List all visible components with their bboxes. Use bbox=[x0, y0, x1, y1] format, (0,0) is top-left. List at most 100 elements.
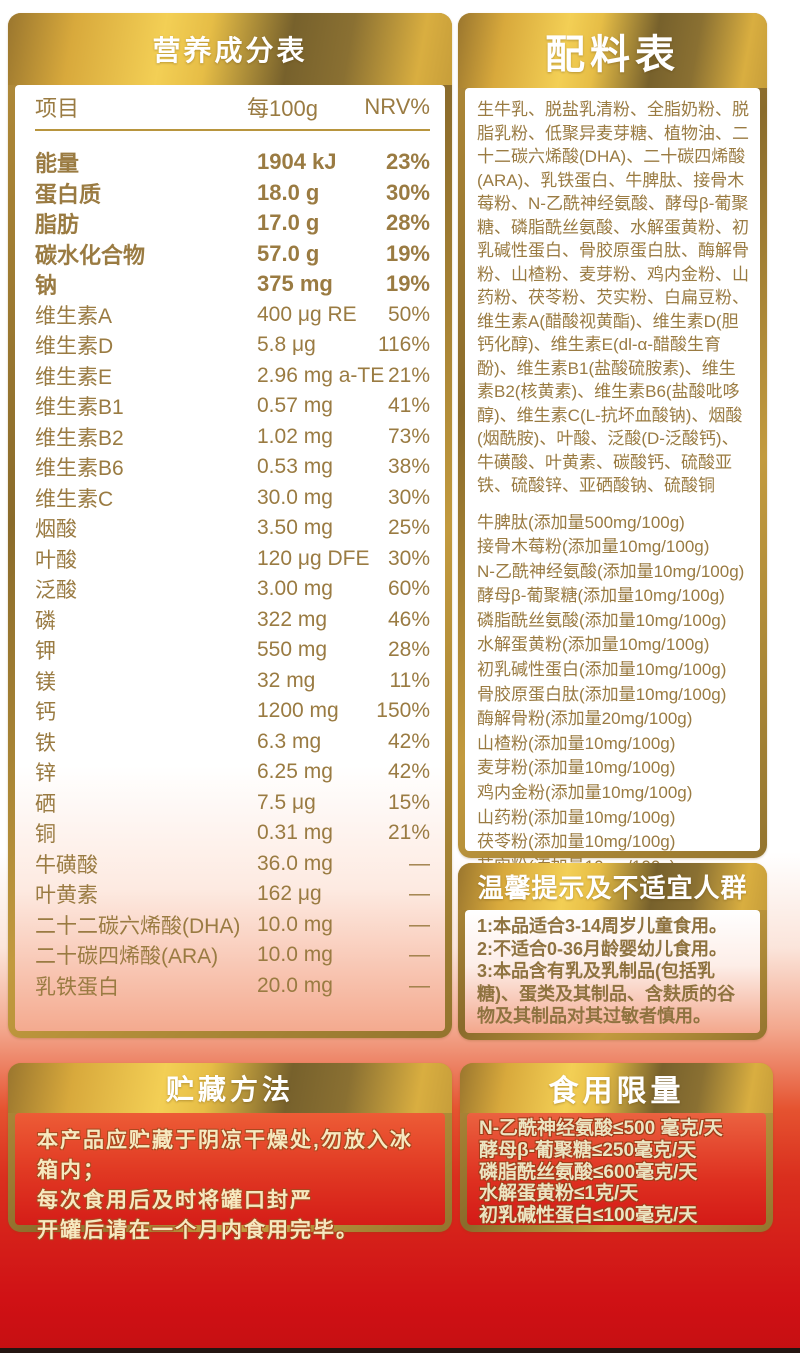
nutrient-amount: 162 μg bbox=[257, 882, 322, 906]
additive-item: 磷脂酰丝氨酸(添加量10mg/100g) bbox=[477, 610, 727, 630]
nutrient-nrv: — bbox=[409, 912, 430, 936]
nutrient-name: 碳水化合物 bbox=[35, 242, 146, 268]
nutrient-name: 铁 bbox=[35, 731, 56, 755]
nutrient-amount: 0.31 mg bbox=[257, 821, 333, 845]
storage-method-panel: 贮藏方法 本产品应贮藏于阴凉干燥处,勿放入冰箱内； 每次食用后及时将罐口封严 开罐后… bbox=[8, 1063, 452, 1242]
additive-item: 接骨木莓粉(添加量10mg/100g) bbox=[477, 537, 710, 557]
storage-line: 每次食用后及时将罐口封严 bbox=[37, 1189, 313, 1212]
nutrient-name: 乳铁蛋白 bbox=[35, 975, 119, 999]
nutrient-name: 维生素C bbox=[35, 487, 114, 511]
nutrient-name: 钙 bbox=[35, 701, 56, 725]
nutrient-name: 叶酸 bbox=[35, 548, 77, 572]
nutrient-name: 二十二碳六烯酸(DHA) bbox=[35, 914, 241, 938]
nutrition-row: 钾 550 mg 28% bbox=[35, 635, 430, 666]
nutrition-row: 脂肪 17.0 g 28% bbox=[35, 208, 430, 239]
ingredients-title: 配料表 bbox=[458, 13, 767, 88]
nutrient-name: 维生素D bbox=[35, 335, 114, 359]
nutrition-row: 维生素B6 0.53 mg 38% bbox=[35, 452, 430, 483]
nutrient-amount: 322 mg bbox=[257, 607, 328, 631]
nutrient-amount: 30.0 mg bbox=[257, 485, 333, 509]
nutrient-amount: 375 mg bbox=[257, 271, 333, 297]
nutrition-rows: 能量 1904 kJ 23% 蛋白质 18.0 g 30% 脂肪 17.0 g 28% 碳水化合物… bbox=[35, 131, 430, 1001]
nutrient-amount: 36.0 mg bbox=[257, 851, 333, 875]
limit-line: 磷脂酰丝氨酸≤600毫克/天 bbox=[479, 1161, 698, 1183]
nutrient-nrv: 25% bbox=[387, 516, 430, 540]
nutrition-row: 泛酸 3.00 mg 60% bbox=[35, 574, 430, 605]
nutrient-nrv: — bbox=[409, 943, 430, 967]
consumption-limits-panel: 食用限量 N-乙酰神经氨酸≤500 毫克/天 酵母β-葡聚糖≤250毫克/天 磷脂酰… bbox=[460, 1063, 773, 1232]
nutrient-amount: 0.57 mg bbox=[257, 394, 333, 418]
nutrition-row: 蛋白质 18.0 g 30% bbox=[35, 178, 430, 209]
nutrient-nrv: 50% bbox=[387, 302, 430, 326]
nutrient-name: 硒 bbox=[35, 792, 56, 816]
nutrient-name: 烟酸 bbox=[35, 518, 77, 542]
nutrition-row: 二十碳四烯酸(ARA) 10.0 mg — bbox=[35, 940, 430, 971]
nutrient-name: 维生素B6 bbox=[35, 457, 124, 481]
storage-line: 本产品应贮藏于阴凉干燥处,勿放入冰箱内； bbox=[37, 1129, 413, 1182]
nutrient-amount: 18.0 g bbox=[257, 179, 320, 205]
nutrient-amount: 120 μg DFE bbox=[257, 546, 370, 570]
nutrition-row: 维生素A 400 μg RE 50% bbox=[35, 300, 430, 331]
nutrient-name: 二十碳四烯酸(ARA) bbox=[35, 945, 219, 969]
nutrient-nrv: 30% bbox=[387, 485, 430, 509]
additive-item: 山楂粉(添加量10mg/100g) bbox=[477, 733, 676, 753]
storage-method-title: 贮藏方法 bbox=[8, 1063, 452, 1113]
nutrient-nrv: 46% bbox=[387, 607, 430, 631]
nutrient-nrv: 19% bbox=[385, 271, 430, 297]
nutrition-column-header: 项目 每100g NRV% bbox=[35, 85, 430, 131]
nutrient-nrv: 21% bbox=[387, 821, 430, 845]
consumption-limits-title: 食用限量 bbox=[460, 1063, 773, 1113]
nutrient-nrv: 23% bbox=[385, 149, 430, 175]
nutrition-facts-title: 营养成分表 bbox=[8, 13, 452, 85]
nutrient-amount: 1200 mg bbox=[257, 699, 339, 723]
nutrition-row: 铁 6.3 mg 42% bbox=[35, 727, 430, 758]
nutrient-amount: 10.0 mg bbox=[257, 943, 333, 967]
nutrient-name: 铜 bbox=[35, 823, 56, 847]
nutrient-nrv: 41% bbox=[387, 394, 430, 418]
nutrient-nrv: 11% bbox=[389, 668, 430, 692]
nutrition-row: 维生素B2 1.02 mg 73% bbox=[35, 422, 430, 453]
tips-body: 1:本品适合3-14周岁儿童食用。 2:不适合0-36月龄婴幼儿食用。 3:本品含有… bbox=[465, 910, 760, 1033]
additive-item: 麦芽粉(添加量10mg/100g) bbox=[477, 758, 676, 778]
nutrient-amount: 10.0 mg bbox=[257, 912, 333, 936]
nutrition-row: 锌 6.25 mg 42% bbox=[35, 757, 430, 788]
nutrition-row: 钠 375 mg 19% bbox=[35, 269, 430, 300]
nutrition-row: 叶酸 120 μg DFE 30% bbox=[35, 544, 430, 575]
nutrition-row: 烟酸 3.50 mg 25% bbox=[35, 513, 430, 544]
nutrition-row: 碳水化合物 57.0 g 19% bbox=[35, 239, 430, 270]
tips-panel: 温馨提示及不适宜人群 1:本品适合3-14周岁儿童食用。 2:不适合0-36月龄婴… bbox=[458, 863, 767, 1040]
nutrition-row: 乳铁蛋白 20.0 mg — bbox=[35, 971, 430, 1002]
nutrition-row: 铜 0.31 mg 21% bbox=[35, 818, 430, 849]
nutrition-row: 维生素E 2.96 mg a-TE 21% bbox=[35, 361, 430, 392]
nutrient-nrv: 28% bbox=[387, 638, 430, 662]
nutrition-facts-body: 项目 每100g NRV% 能量 1904 kJ 23% 蛋白质 18.0 g 30% 脂肪… bbox=[15, 85, 445, 1031]
nutrient-nrv: 150% bbox=[376, 699, 430, 723]
nutrient-amount: 3.00 mg bbox=[257, 577, 333, 601]
nutrient-nrv: — bbox=[409, 882, 430, 906]
limit-line: 水解蛋黄粉≤1克/天 bbox=[479, 1183, 639, 1205]
nutrient-nrv: 30% bbox=[385, 179, 430, 205]
nutrition-row: 二十二碳六烯酸(DHA) 10.0 mg — bbox=[35, 910, 430, 941]
additive-item: 鸡内金粉(添加量10mg/100g) bbox=[477, 783, 693, 803]
additive-item: 骨胶原蛋白肽(添加量10mg/100g) bbox=[477, 684, 727, 704]
nutrient-nrv: 21% bbox=[387, 363, 430, 387]
tips-title: 温馨提示及不适宜人群 bbox=[458, 863, 767, 910]
nutrition-row: 牛磺酸 36.0 mg — bbox=[35, 849, 430, 880]
tip-line: 3:本品含有乳及乳制品(包括乳糖)、蛋类及其制品、含麸质的谷物及其制品对其过敏者… bbox=[477, 961, 735, 1026]
nutrient-amount: 1904 kJ bbox=[257, 149, 337, 175]
nutrient-name: 叶黄素 bbox=[35, 884, 98, 908]
nutrient-name: 泛酸 bbox=[35, 579, 77, 603]
nutrient-amount: 17.0 g bbox=[257, 210, 320, 236]
nutrient-amount: 550 mg bbox=[257, 638, 328, 662]
additive-item: 茯苓粉(添加量10mg/100g) bbox=[477, 832, 676, 852]
ingredients-body: 生牛乳、脱盐乳清粉、全脂奶粉、脱脂乳粉、低聚异麦芽糖、植物油、二十二碳六烯酸(D… bbox=[465, 88, 760, 900]
nutrient-nrv: 42% bbox=[387, 760, 430, 784]
nutrient-name: 镁 bbox=[35, 670, 56, 694]
nutrient-amount: 0.53 mg bbox=[257, 455, 333, 479]
nutrition-row: 维生素C 30.0 mg 30% bbox=[35, 483, 430, 514]
ingredients-panel: 配料表 生牛乳、脱盐乳清粉、全脂奶粉、脱脂乳粉、低聚异麦芽糖、植物油、二十二碳六… bbox=[458, 13, 767, 900]
additive-item: 水解蛋黄粉(添加量10mg/100g) bbox=[477, 635, 710, 655]
nutrient-nrv: 19% bbox=[385, 240, 430, 266]
nutrient-amount: 3.50 mg bbox=[257, 516, 333, 540]
nutrient-nrv: 60% bbox=[387, 577, 430, 601]
